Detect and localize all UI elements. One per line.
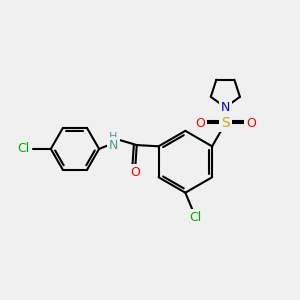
Text: Cl: Cl: [190, 211, 202, 224]
Text: N: N: [109, 139, 118, 152]
Text: Cl: Cl: [17, 142, 30, 155]
Text: O: O: [246, 117, 256, 130]
Text: O: O: [130, 166, 140, 179]
Text: N: N: [221, 101, 230, 114]
Text: S: S: [221, 116, 230, 130]
Text: H: H: [109, 132, 117, 142]
Text: O: O: [195, 117, 205, 130]
